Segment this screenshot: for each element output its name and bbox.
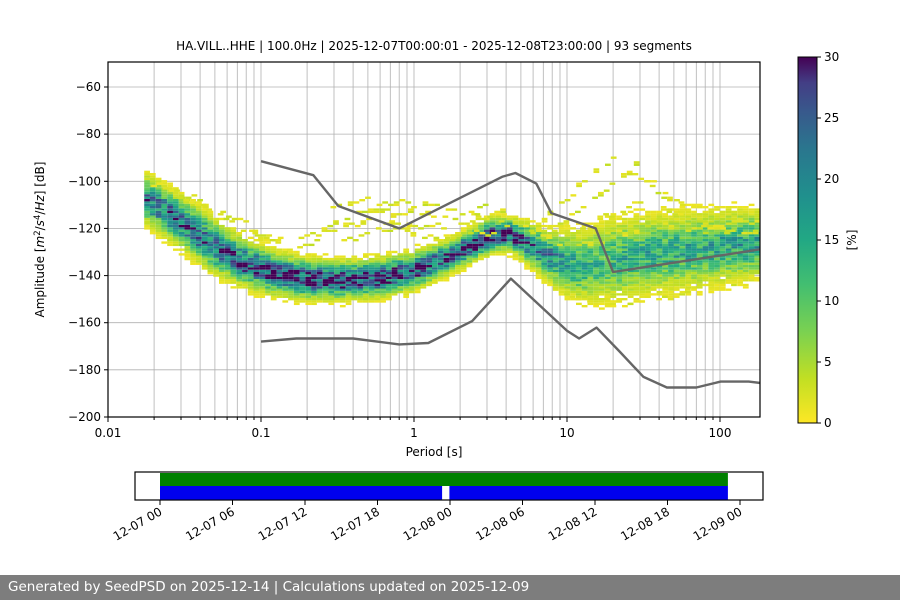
psd-outlier-strands	[151, 156, 760, 306]
svg-text:−100: −100	[68, 174, 101, 188]
svg-text:0: 0	[824, 416, 832, 430]
svg-text:−60: −60	[76, 80, 101, 94]
nlnm-line	[260, 277, 760, 389]
svg-text:−180: −180	[68, 363, 101, 377]
colorbar-label: [%]	[845, 230, 859, 251]
y-axis-tick-labels: −60 −80 −100 −120 −140 −160 −180 −200	[68, 80, 101, 424]
svg-text:1: 1	[410, 426, 418, 440]
plot-title: HA.VILL..HHE | 100.0Hz | 2025-12-07T00:0…	[176, 39, 692, 53]
ppsd-plot-svg: 0.01 0.1 1 10 100−60−80−100−120−140−160−180−…	[33, 50, 859, 544]
svg-text:100: 100	[709, 426, 732, 440]
svg-text:20: 20	[824, 172, 839, 186]
svg-text:−200: −200	[68, 410, 101, 424]
svg-text:−160: −160	[68, 316, 101, 330]
svg-text:12-08 12: 12-08 12	[546, 504, 600, 543]
svg-text:−120: −120	[68, 221, 101, 235]
timeline-green-bar	[160, 473, 728, 486]
svg-text:12-07 06: 12-07 06	[183, 504, 237, 543]
svg-text:12-09 00: 12-09 00	[691, 504, 745, 543]
svg-text:−140: −140	[68, 269, 101, 283]
x-axis-label: Period [s]	[406, 445, 463, 459]
colorbar-tick-labels: 0 5 10 15 20 25 30	[824, 50, 839, 430]
svg-text:10: 10	[559, 426, 574, 440]
y-axis-label: Amplitude [m2​/s4​/Hz] [dB]	[33, 162, 47, 318]
colorbar-ticks	[817, 56, 821, 424]
svg-text:25: 25	[824, 111, 839, 125]
svg-text:0.01: 0.01	[95, 426, 122, 440]
svg-text:12-08 06: 12-08 06	[473, 504, 527, 543]
footer-text: Generated by SeedPSD on 2025-12-14 | Cal…	[8, 579, 530, 595]
x-axis-tick-labels: 0.01 0.1 1 10 100	[95, 426, 732, 440]
svg-text:12-07 00: 12-07 00	[111, 504, 165, 543]
footer-bar: Generated by SeedPSD on 2025-12-14 | Cal…	[0, 575, 900, 600]
svg-text:10: 10	[824, 294, 839, 308]
colorbar-gradient	[797, 56, 818, 424]
svg-text:30: 30	[824, 50, 839, 64]
svg-text:15: 15	[824, 233, 839, 247]
svg-text:−80: −80	[76, 127, 101, 141]
psd-histogram	[144, 170, 760, 310]
x-axis-ticks	[107, 417, 721, 422]
y-axis-ticks	[104, 86, 108, 418]
plot-border	[107, 61, 761, 418]
timeline-blue-bar	[160, 486, 728, 500]
svg-text:12-08 00: 12-08 00	[401, 504, 455, 543]
svg-text:12-07 18: 12-07 18	[328, 504, 382, 543]
svg-text:12-08 18: 12-08 18	[618, 504, 672, 543]
svg-text:12-07 12: 12-07 12	[256, 504, 310, 543]
svg-text:0.1: 0.1	[251, 426, 270, 440]
timeline-tick-labels: 12-07 00 12-07 06 12-07 12 12-07 18 12-08 00…	[111, 504, 745, 543]
timeline-ticks	[159, 500, 741, 505]
nhnm-line	[260, 160, 760, 274]
svg-text:5: 5	[824, 355, 832, 369]
